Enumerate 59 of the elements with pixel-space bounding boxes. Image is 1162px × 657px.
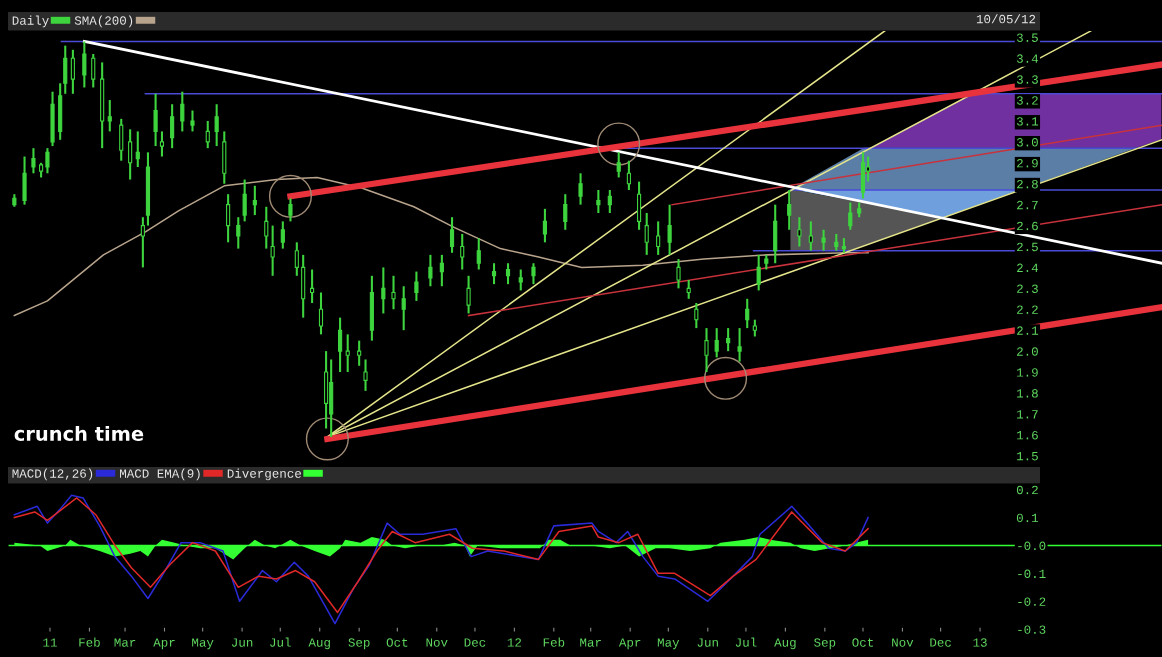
y-tick-label: 3.4 xyxy=(1016,54,1039,63)
x-tick-label: 11 xyxy=(43,638,57,647)
y-tick-label: 3.3 xyxy=(1016,75,1038,84)
legend-label: MACD(12,26) xyxy=(12,468,93,481)
x-tick-label: Mar xyxy=(114,638,136,647)
x-tick-label: Jul xyxy=(735,637,757,647)
x-tick-label: Aug xyxy=(774,638,796,650)
y-tick-label: 2.2 xyxy=(1017,305,1038,314)
y-tick-label: 1.5 xyxy=(1017,452,1038,461)
y-tick-label: 2.3 xyxy=(1017,284,1038,293)
x-tick-label: Nov xyxy=(892,638,914,647)
y-tick-label: -0.3 xyxy=(1018,625,1046,634)
y-tick-label: 3.5 xyxy=(1016,33,1038,42)
y-tick-label: 2.1 xyxy=(1017,326,1039,335)
x-tick-label: Apr xyxy=(153,638,175,650)
y-tick-label: 0.2 xyxy=(1016,485,1038,495)
x-tick-label: Sep xyxy=(348,638,370,650)
x-tick-label: Jul xyxy=(270,637,291,647)
x-tick-label: Jun xyxy=(697,638,718,647)
x-tick-label: Aug xyxy=(308,638,330,650)
y-tick-label: 2.4 xyxy=(1017,263,1039,272)
legend-label: Divergence xyxy=(227,468,301,481)
y-tick-label: 1.9 xyxy=(1017,368,1038,377)
x-tick-label: Feb xyxy=(543,637,565,647)
y-tick-label: -0.1 xyxy=(1018,569,1046,579)
y-tick-label: 1.6 xyxy=(1017,430,1038,440)
legend-label: SMA(200) xyxy=(74,15,133,28)
y-tick-label: 2.9 xyxy=(1017,158,1038,168)
y-tick-label: 0.1 xyxy=(1016,513,1039,523)
x-tick-label: 12 xyxy=(507,638,521,647)
y-tick-label: 3.0 xyxy=(1016,138,1038,147)
y-tick-label: -0.0 xyxy=(1018,541,1046,551)
x-tick-label: Nov xyxy=(426,638,448,647)
x-tick-label: Dec xyxy=(464,638,486,647)
y-tick-label: 3.2 xyxy=(1016,96,1038,105)
y-tick-label: 3.1 xyxy=(1016,117,1039,126)
legend-label: MACD EMA(9) xyxy=(120,468,200,481)
x-tick-label: Jun xyxy=(231,638,253,647)
y-tick-label: 2.8 xyxy=(1017,179,1038,189)
annotation: crunch time xyxy=(14,425,144,441)
x-tick-label: 13 xyxy=(973,638,987,647)
y-tick-label: 1.8 xyxy=(1017,389,1038,398)
x-tick-label: Sep xyxy=(814,638,836,650)
y-tick-label: -0.2 xyxy=(1018,597,1046,606)
x-tick-label: Mar xyxy=(580,638,601,647)
x-tick-label: Oct xyxy=(852,638,873,647)
y-tick-label: 2.6 xyxy=(1017,221,1038,231)
x-tick-label: Oct xyxy=(386,638,408,647)
y-tick-label: 2.7 xyxy=(1017,200,1038,210)
text: 10/05/12 xyxy=(976,14,1036,24)
y-tick-label: 1.7 xyxy=(1017,410,1038,419)
x-tick-label: May xyxy=(657,638,680,650)
y-tick-label: 2.0 xyxy=(1017,347,1038,356)
x-tick-label: Apr xyxy=(618,638,641,650)
x-tick-label: May xyxy=(192,638,214,650)
x-tick-label: Dec xyxy=(930,638,951,647)
y-tick-label: 2.5 xyxy=(1017,242,1038,252)
x-tick-label: Feb xyxy=(79,637,100,647)
legend-label: Daily xyxy=(12,15,49,28)
